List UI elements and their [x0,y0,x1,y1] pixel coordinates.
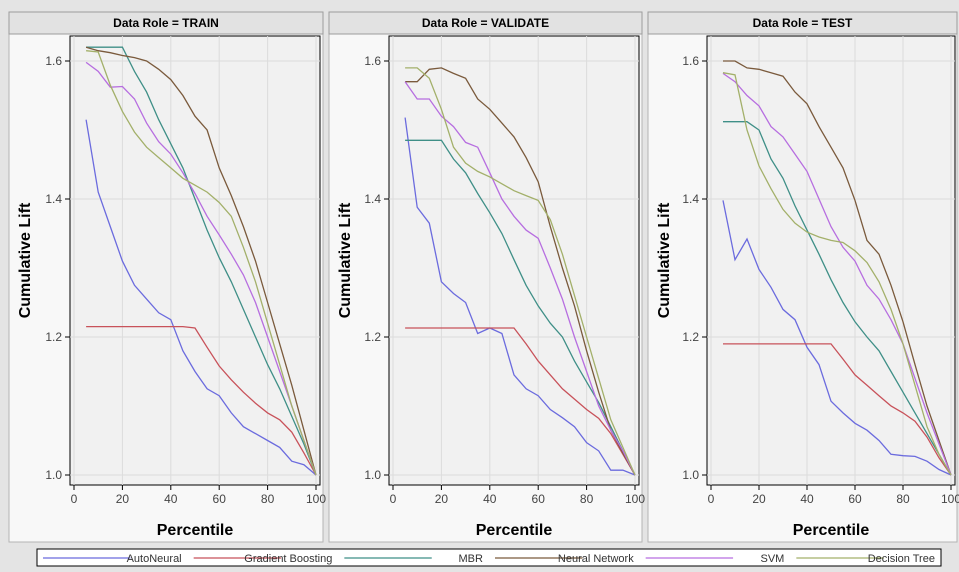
y-tick-label: 1.4 [45,192,62,206]
series-line-gradient-boosting [86,325,317,476]
series-line-mbr [723,121,952,476]
series-line-decision-tree [405,67,636,476]
series-line-autoneural [722,200,952,476]
series-line-autoneural [404,117,636,476]
series-line-svm [85,61,317,476]
x-tick-label: 60 [213,492,227,506]
x-tick-label: 100 [625,492,645,506]
series-line-decision-tree [86,50,317,476]
series-line-svm [722,72,952,476]
y-tick-label: 1.6 [45,54,62,68]
x-tick-label: 100 [306,492,326,506]
chart-panel-3: Data Role = TEST 1.0 1.2 1.4 1.6 0 20 40 60 80 100… [647,11,959,543]
legend-label: MBR [459,553,484,565]
series-line-decision-tree [722,72,952,476]
x-tick-label: 60 [532,492,546,506]
panel-title-band [328,11,643,35]
y-tick-label: 1.2 [45,330,62,344]
legend-label: Neural Network [558,553,634,565]
y-tick-label: 1.0 [682,468,699,482]
x-tick-label: 40 [483,492,497,506]
y-tick-label: 1.2 [364,330,381,344]
x-tick-label: 0 [708,492,715,506]
series-line-gradient-boosting [723,343,952,476]
y-tick-label: 1.0 [364,468,381,482]
x-tick-label: 80 [580,492,594,506]
plot-area [69,35,321,486]
x-tick-label: 0 [71,492,78,506]
chart-panel-2: Data Role = VALIDATE 1.0 1.2 1.4 1.6 0 20 40 60 8… [328,11,645,543]
panel-title: Data Role = TRAIN [113,16,219,30]
legend: AutoNeural Gradient Boosting MBR Neural Net… [36,548,942,567]
y-tick-label: 1.4 [364,192,381,206]
x-tick-label: 20 [752,492,766,506]
y-tick-label: 1.4 [682,192,699,206]
legend-label: AutoNeural [127,553,182,565]
y-tick-label: 1.0 [45,468,62,482]
y-tick-label: 1.2 [682,330,699,344]
series-line-neural-network [405,67,636,476]
chart-panel-1: Data Role = TRAIN 1.0 1.2 1.4 1.6 0 20 40 60 80 10… [8,11,326,543]
legend-box [36,548,942,567]
legend-label: Decision Tree [868,553,935,565]
x-tick-label: 0 [390,492,397,506]
panel-title-band [8,11,324,35]
series-line-neural-network [723,60,952,476]
x-tick-label: 40 [164,492,178,506]
series-line-svm [404,81,636,476]
panel-title: Data Role = VALIDATE [422,16,549,30]
x-axis-label: Percentile [157,522,234,539]
series-line-autoneural [85,119,317,476]
legend-label: SVM [761,553,785,565]
y-axis-label: Cumulative Lift [337,202,354,318]
series-line-mbr [86,46,317,476]
x-tick-label: 60 [848,492,862,506]
panel-title: Data Role = TEST [753,16,853,30]
x-axis-label: Percentile [476,522,553,539]
y-tick-label: 1.6 [364,54,381,68]
y-axis-label: Cumulative Lift [17,202,34,318]
y-axis-label: Cumulative Lift [656,202,673,318]
series-line-gradient-boosting [405,327,636,476]
panel-title-band [647,11,958,35]
series-line-neural-network [85,46,317,476]
legend-label: Gradient Boosting [244,553,332,565]
x-tick-label: 80 [261,492,275,506]
x-tick-label: 40 [800,492,814,506]
y-tick-label: 1.6 [682,54,699,68]
x-axis-label: Percentile [793,522,870,539]
x-tick-label: 100 [941,492,959,506]
x-tick-label: 20 [116,492,130,506]
x-tick-label: 20 [435,492,449,506]
x-tick-label: 80 [896,492,910,506]
